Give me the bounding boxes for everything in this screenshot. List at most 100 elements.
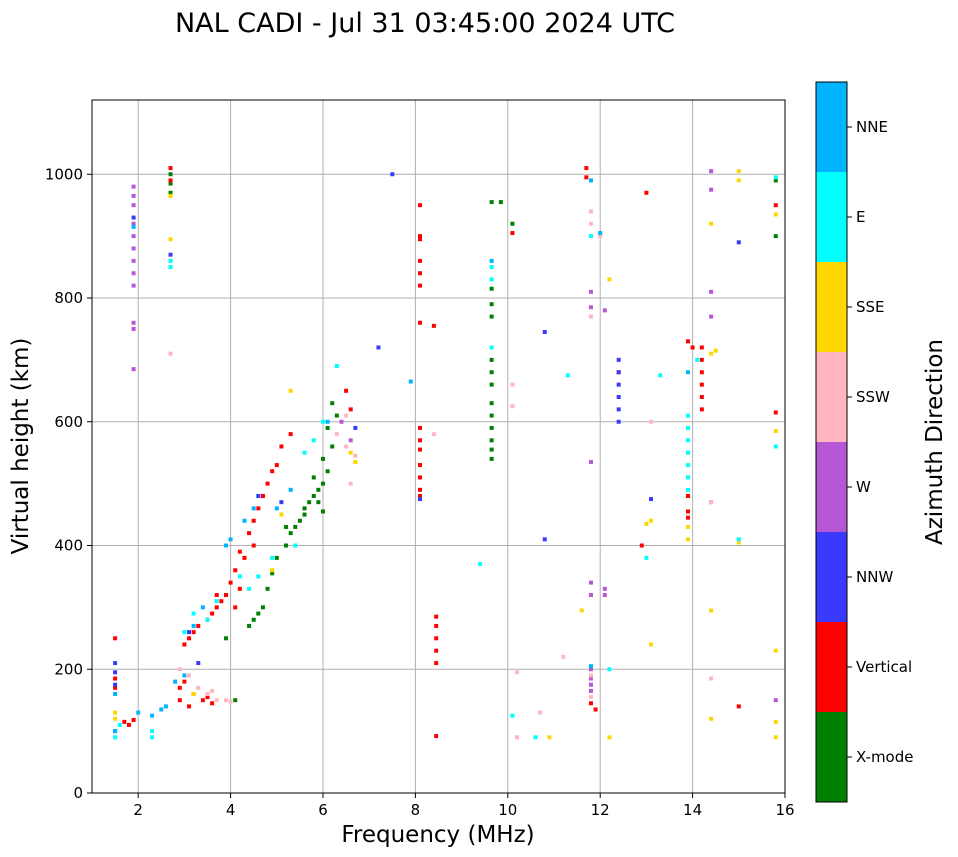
data-point [302, 506, 307, 511]
data-point [247, 531, 252, 536]
series-nne [113, 178, 690, 734]
y-tick-label: 200 [54, 660, 83, 678]
data-point [418, 487, 423, 492]
data-point [251, 506, 256, 511]
x-axis-ticks: 2 4 6 8 10 12 14 16 [133, 793, 795, 819]
data-point [542, 537, 547, 542]
data-point [736, 240, 741, 245]
data-point [113, 735, 118, 740]
data-point [168, 172, 173, 177]
data-point [773, 429, 778, 434]
data-point [685, 370, 690, 375]
data-point [163, 704, 168, 709]
data-point [113, 670, 118, 675]
data-point [431, 323, 436, 328]
data-point [736, 537, 741, 542]
data-point [434, 614, 439, 619]
data-point [602, 586, 607, 591]
data-point [274, 555, 279, 560]
data-point [353, 425, 358, 430]
data-point [773, 212, 778, 217]
data-point [736, 540, 741, 545]
data-point [210, 611, 215, 616]
data-point [113, 685, 118, 690]
colorbar-segment [816, 82, 847, 172]
data-point [233, 698, 238, 703]
data-point [538, 710, 543, 715]
data-point [168, 258, 173, 263]
grid-lines [92, 100, 786, 794]
data-point [773, 698, 778, 703]
data-point [270, 571, 275, 576]
data-point [773, 648, 778, 653]
data-point [205, 695, 210, 700]
data-point [685, 339, 690, 344]
data-point [699, 382, 704, 387]
data-point [177, 667, 182, 672]
data-point [616, 419, 621, 424]
data-point [607, 735, 612, 740]
data-point [136, 710, 141, 715]
data-point [311, 475, 316, 480]
data-point [223, 698, 228, 703]
data-point [168, 237, 173, 242]
data-point [233, 605, 238, 610]
data-point [311, 494, 316, 498]
data-point [434, 648, 439, 653]
data-point [131, 234, 136, 239]
y-tick-label: 400 [54, 537, 83, 555]
series-e [113, 175, 778, 740]
colorbar-segment [816, 622, 847, 712]
data-point [658, 373, 663, 378]
data-point [616, 382, 621, 387]
data-point [418, 234, 423, 239]
colorbar-segment [816, 442, 847, 532]
data-point [196, 685, 201, 690]
data-point [293, 543, 298, 548]
data-point [649, 497, 654, 502]
x-axis-label: Frequency (MHz) [341, 822, 534, 848]
data-point [182, 630, 187, 635]
data-point [251, 543, 256, 548]
data-point [376, 345, 381, 350]
data-point [113, 682, 118, 687]
data-point [498, 200, 503, 205]
data-point [736, 704, 741, 709]
data-point [709, 716, 714, 721]
data-point [131, 224, 136, 229]
data-point [131, 184, 136, 189]
data-point [228, 537, 233, 542]
data-point [131, 246, 136, 251]
data-point [150, 735, 155, 740]
data-point [489, 302, 494, 307]
data-point [709, 169, 714, 174]
data-point [182, 673, 187, 678]
colorbar-tick-label: X-mode [856, 748, 913, 766]
data-point [713, 348, 718, 353]
data-point [237, 586, 242, 591]
colorbar-tick-label: NNW [856, 568, 893, 586]
data-point [228, 580, 233, 585]
data-point [588, 289, 593, 294]
data-point [210, 701, 215, 706]
data-point [187, 673, 192, 678]
data-point [561, 654, 566, 659]
data-point [649, 642, 654, 647]
data-point [773, 203, 778, 208]
data-point [168, 181, 173, 186]
data-point [685, 463, 690, 468]
data-point [736, 169, 741, 174]
data-point [131, 203, 136, 208]
data-point [150, 729, 155, 734]
colorbar-label: Azimuth Direction [922, 339, 948, 545]
data-point [685, 438, 690, 443]
data-point [200, 605, 205, 610]
data-point [709, 289, 714, 294]
data-point [233, 568, 238, 573]
x-tick-label: 6 [318, 801, 328, 819]
y-tick-label: 600 [54, 413, 83, 431]
x-tick-label: 8 [411, 801, 421, 819]
data-point [279, 512, 284, 517]
data-point [616, 395, 621, 399]
data-point [607, 277, 612, 282]
